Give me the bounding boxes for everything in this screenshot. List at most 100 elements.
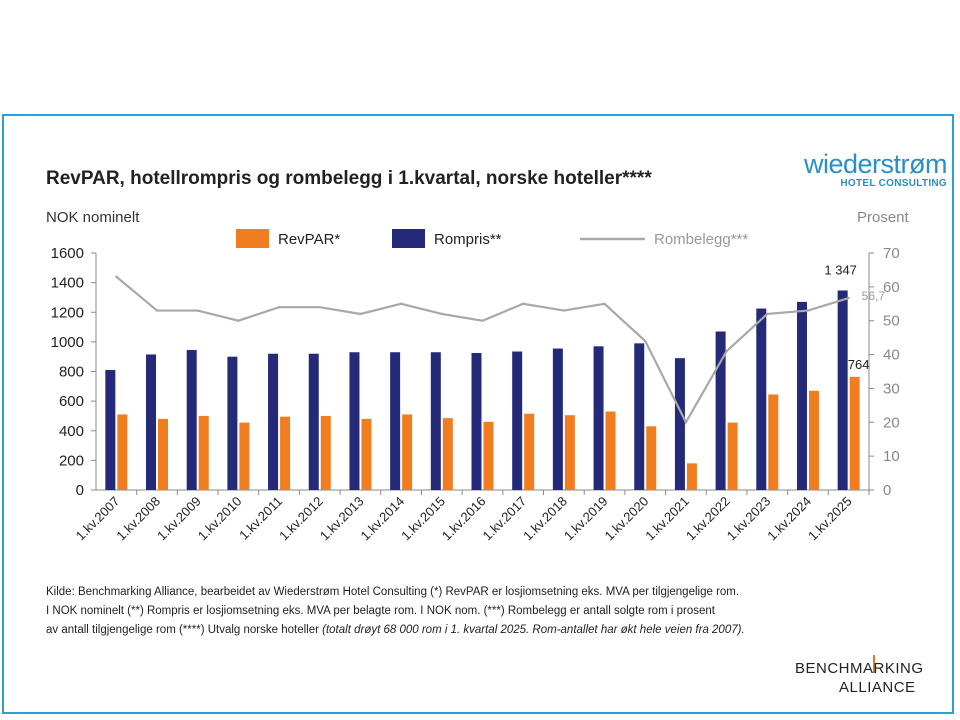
rompris-bar: [674, 358, 685, 490]
category-label: 1.kv.2025: [805, 494, 855, 544]
wiederstrom-logo: wiederstrøm HOTEL CONSULTING: [795, 149, 948, 189]
benchmarking-logo-mark: [873, 655, 875, 673]
rompris-bar: [837, 290, 848, 490]
legend-rompris-swatch: [392, 229, 425, 248]
rombelegg-point: [562, 309, 566, 312]
category-label: 1.kv.2010: [195, 494, 245, 544]
right-tick-label: 40: [883, 347, 900, 364]
rompris-bar: [105, 370, 116, 490]
category-label: 1.kv.2017: [480, 494, 530, 544]
rompris-bar: [146, 354, 157, 490]
category-label: 1.kv.2021: [642, 494, 692, 544]
rombelegg-point: [115, 275, 118, 278]
left-tick-label: 1600: [51, 245, 84, 262]
rombelegg-point: [684, 421, 688, 424]
revpar-bar: [768, 394, 779, 490]
right-tick-label: 0: [883, 482, 891, 499]
category-label: 1.kv.2020: [602, 494, 652, 544]
source-line-1: Kilde: Benchmarking Alliance, bearbeidet…: [46, 586, 740, 598]
ba-logo-line-2: ALLIANCE: [839, 679, 916, 696]
logo-main-text: wiederstrøm: [803, 149, 948, 179]
category-label: 1.kv.2024: [764, 494, 814, 544]
legend-rombelegg-label: Rombelegg***: [654, 231, 748, 248]
source-line-3-italic: (totalt drøyt 68 000 rom i 1. kvartal 20…: [322, 624, 745, 636]
revpar-bar: [117, 414, 128, 490]
right-tick-label: 10: [883, 448, 900, 465]
left-axis-unit: NOK nominelt: [46, 209, 140, 226]
revpar-bar: [361, 418, 372, 490]
revpar-bar: [808, 390, 819, 490]
rompris-bar: [593, 346, 604, 490]
rombelegg-point: [399, 302, 403, 305]
revpar-bar: [442, 418, 453, 490]
category-label: 1.kv.2015: [398, 494, 448, 544]
category-label: 1.kv.2023: [724, 494, 774, 544]
left-tick-label: 1400: [51, 275, 84, 292]
rombelegg-point: [481, 319, 484, 322]
legend-rompris-label: Rompris**: [434, 231, 502, 248]
rombelegg-point: [806, 309, 810, 312]
category-label: 1.kv.2007: [73, 494, 123, 544]
rombelegg-point: [521, 302, 525, 305]
revpar-bar: [524, 413, 535, 490]
right-axis-unit: Prosent: [857, 209, 909, 226]
rompris-bar: [349, 352, 360, 490]
rombelegg-point: [155, 309, 159, 312]
revpar-bar: [564, 415, 575, 490]
left-tick-label: 1000: [51, 334, 84, 351]
rombelegg-point: [766, 312, 769, 316]
benchmarking-alliance-logo: BENCHMARKING ALLIANCE: [795, 659, 924, 697]
rompris-data-label: 1 347: [824, 262, 857, 277]
rompris-bar: [430, 352, 441, 490]
chart-title: RevPAR, hotellrompris og rombelegg i 1.k…: [46, 168, 652, 189]
rombelegg-point: [725, 349, 728, 353]
revpar-bar: [280, 416, 291, 490]
revpar-bar: [483, 421, 494, 490]
rompris-bar: [552, 348, 563, 490]
revpar-bar: [849, 376, 860, 490]
left-tick-label: 0: [76, 482, 84, 499]
rompris-bar: [390, 352, 401, 490]
category-label: 1.kv.2018: [520, 494, 570, 544]
category-label: 1.kv.2013: [317, 494, 367, 544]
revpar-bar: [402, 414, 413, 490]
rompris-bar: [512, 351, 523, 490]
source-note: Kilde: Benchmarking Alliance, bearbeidet…: [46, 583, 946, 640]
revpar-bar: [686, 463, 697, 490]
left-tick-label: 400: [59, 423, 84, 440]
right-tick-label: 50: [883, 313, 900, 330]
rompris-bar: [756, 308, 767, 490]
category-label: 1.kv.2009: [154, 494, 204, 544]
ba-logo-line-1: BENCHMARKING: [795, 660, 924, 677]
left-tick-label: 1200: [51, 304, 84, 321]
rombelegg-point: [277, 305, 281, 309]
category-label: 1.kv.2012: [276, 494, 326, 544]
revpar-bar: [727, 422, 738, 490]
revpar-bar: [198, 415, 209, 490]
category-label: 1.kv.2008: [113, 494, 163, 544]
revpar-bar: [158, 418, 169, 490]
rompris-bar: [227, 356, 238, 490]
rombelegg-point: [847, 296, 850, 300]
rompris-bar: [186, 350, 197, 490]
rombelegg-point: [237, 319, 240, 322]
rombelegg-point: [318, 305, 321, 309]
rombelegg-data-label: 56,7: [862, 289, 886, 303]
revpar-bar: [605, 411, 616, 490]
rombelegg-point: [359, 312, 362, 316]
source-line-3-text: av antall tilgjengelige rom (****) Utval…: [46, 624, 323, 636]
rompris-bar: [715, 331, 726, 490]
revpar-bar: [646, 426, 657, 490]
right-tick-label: 30: [883, 380, 900, 397]
left-tick-label: 800: [59, 364, 84, 381]
revpar-bar: [320, 415, 331, 490]
left-tick-label: 200: [59, 452, 84, 469]
rompris-bar: [308, 353, 319, 490]
right-tick-label: 60: [883, 279, 900, 296]
right-tick-label: 70: [883, 245, 900, 262]
source-line-3: av antall tilgjengelige rom (****) Utval…: [46, 621, 946, 640]
right-tick-label: 20: [883, 414, 900, 431]
logo-sub-text: HOTEL CONSULTING: [840, 178, 947, 189]
legend-revpar-swatch: [236, 229, 269, 248]
source-line-2: I NOK nominelt (**) Rompris er losjiomse…: [46, 605, 715, 617]
